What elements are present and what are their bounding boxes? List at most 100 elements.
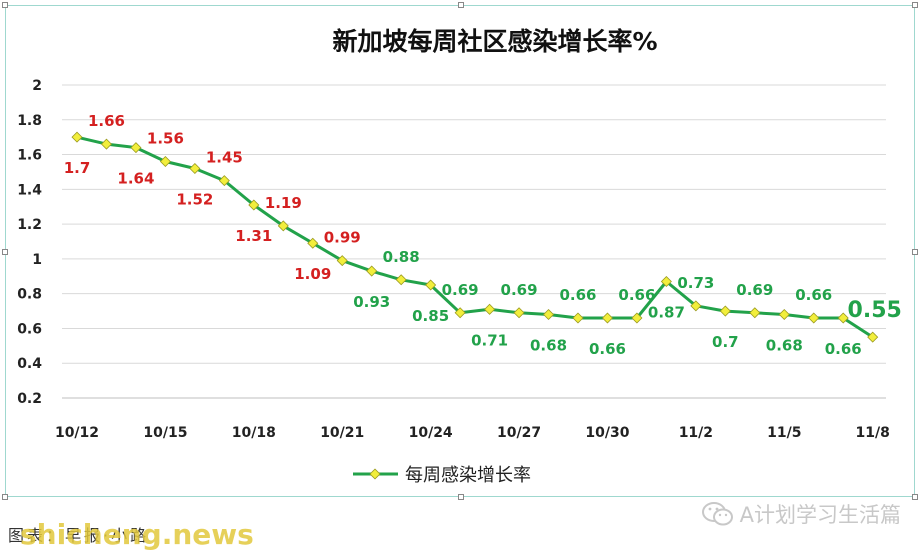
wechat-brand: A计划学习生活篇 — [701, 501, 901, 527]
y-tick-label: 1.8 — [17, 113, 42, 129]
data-labels: 1.7 1.66 1.64 1.56 1.52 1.45 1.31 1.19 1.09 0.99 0… — [64, 112, 902, 358]
data-label: 1.64 — [117, 170, 154, 188]
y-tick-label: 1.6 — [17, 148, 42, 164]
data-point — [749, 307, 761, 319]
data-point — [690, 300, 702, 312]
data-label: 0.93 — [353, 293, 390, 311]
chart-frame — [2, 2, 918, 500]
x-tick-label: 11/8 — [856, 425, 890, 441]
data-label: 0.66 — [559, 286, 596, 304]
data-point — [130, 142, 142, 154]
legend[interactable]: 每周感染增长率 — [353, 465, 531, 486]
data-point — [601, 312, 613, 324]
x-tick-label: 10/15 — [143, 425, 187, 441]
y-tick-label: 0.2 — [17, 391, 42, 407]
wechat-icon — [701, 502, 733, 526]
resize-handle-top-right[interactable] — [912, 2, 918, 8]
data-point — [543, 309, 555, 321]
data-label: 0.68 — [530, 337, 567, 355]
data-label: 0.66 — [795, 286, 832, 304]
x-tick-label: 10/18 — [232, 425, 276, 441]
data-label: 0.55 — [848, 298, 902, 323]
resize-handle-top-left[interactable] — [2, 2, 8, 8]
data-label: 0.99 — [324, 229, 361, 247]
data-point — [395, 274, 407, 286]
wechat-brand-label: A计划学习生活篇 — [739, 503, 901, 527]
data-label: 1.56 — [147, 130, 184, 148]
series-line — [76, 135, 874, 339]
data-point — [159, 155, 171, 168]
data-point — [454, 307, 466, 319]
data-point — [660, 275, 672, 288]
data-label: 1.7 — [64, 159, 91, 177]
data-label: 1.66 — [88, 112, 125, 130]
y-tick-label: 1 — [32, 252, 42, 268]
data-label: 0.7 — [712, 333, 739, 351]
y-tick-label: 0.4 — [17, 356, 42, 372]
data-point — [425, 279, 437, 291]
data-label: 0.69 — [442, 281, 479, 299]
x-tick-label: 10/21 — [320, 425, 364, 441]
data-point — [513, 307, 525, 319]
resize-handle-bottom-right[interactable] — [912, 494, 918, 500]
x-tick-label: 10/12 — [55, 425, 99, 441]
x-tick-label: 11/5 — [767, 425, 801, 441]
data-point — [71, 131, 83, 143]
data-point — [336, 255, 348, 267]
x-tick-label: 10/24 — [409, 425, 453, 441]
x-tick-label: 10/27 — [497, 425, 541, 441]
data-label: 0.69 — [501, 281, 538, 299]
data-point — [248, 199, 260, 211]
data-point — [277, 220, 289, 232]
resize-handle-bottom[interactable] — [458, 494, 464, 500]
data-point — [307, 237, 319, 249]
resize-handle-left[interactable] — [2, 249, 8, 255]
data-point — [778, 309, 790, 321]
data-point — [631, 312, 643, 324]
y-tick-label: 0.6 — [17, 321, 42, 337]
data-point — [572, 312, 584, 324]
y-tick-label: 2 — [32, 78, 42, 94]
data-point — [218, 175, 230, 187]
resize-handle-top[interactable] — [458, 2, 464, 8]
data-point — [189, 162, 201, 174]
axes: 0.2 0.4 0.6 0.8 1 1.2 1.4 1.6 1.8 2 10/12 10/15 10/1… — [17, 78, 890, 441]
y-tick-label: 0.8 — [17, 287, 42, 303]
data-label: 0.71 — [471, 331, 508, 349]
data-label: 0.85 — [412, 307, 449, 325]
data-point — [808, 312, 820, 324]
resize-handle-bottom-left[interactable] — [2, 494, 8, 500]
y-tick-label: 1.4 — [17, 182, 42, 198]
data-label: 0.68 — [766, 337, 803, 355]
data-label: 1.45 — [206, 149, 243, 167]
grid-lines — [62, 84, 886, 364]
data-label: 0.73 — [677, 274, 714, 292]
data-label: 1.19 — [265, 194, 302, 212]
legend-marker — [369, 468, 381, 480]
data-label: 1.31 — [235, 227, 272, 245]
data-point — [484, 303, 496, 315]
data-label: 0.69 — [736, 281, 773, 299]
data-point — [100, 138, 112, 150]
y-tick-label: 1.2 — [17, 217, 42, 233]
data-point — [867, 331, 879, 343]
data-label: 0.66 — [825, 340, 862, 358]
data-label: 0.66 — [618, 286, 655, 304]
data-label: 0.87 — [648, 303, 685, 321]
chart-svg: 新加坡每周社区感染增长率% 0.2 0.4 0.6 0.8 1 1.2 1.4 1.6 1.8 2… — [17, 27, 902, 486]
data-label: 0.88 — [383, 248, 420, 266]
data-point — [366, 265, 378, 277]
data-point — [837, 312, 849, 324]
legend-label: 每周感染增长率 — [405, 465, 531, 486]
chart-caption: 图表：早报·小路 — [8, 526, 150, 545]
resize-handle-right[interactable] — [912, 249, 918, 255]
data-point — [719, 305, 731, 317]
series-layer — [71, 131, 879, 343]
data-label: 1.52 — [176, 190, 213, 208]
x-tick-label: 11/2 — [679, 425, 713, 441]
chart-title: 新加坡每周社区感染增长率% — [332, 27, 657, 56]
watermark-source: shicheng.news — [20, 518, 254, 551]
x-tick-label: 10/30 — [585, 425, 629, 441]
data-label: 1.09 — [294, 265, 331, 283]
data-label: 0.66 — [589, 340, 626, 358]
